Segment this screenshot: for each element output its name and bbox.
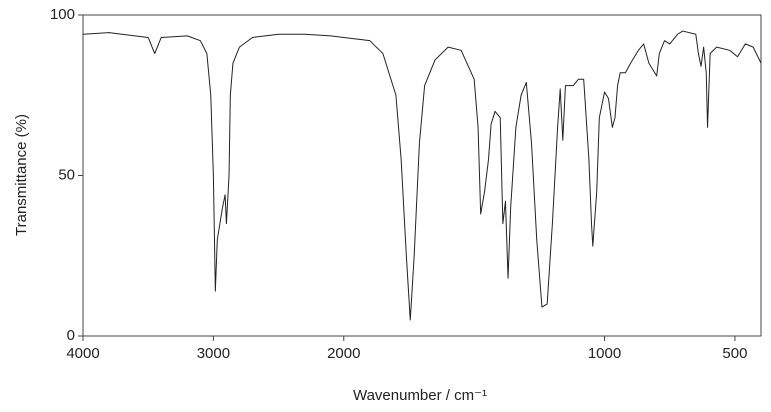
x-tick-label: 1000 (588, 345, 621, 362)
y-axis-label: Transmittance (%) (13, 114, 30, 236)
y-tick-label: 0 (67, 327, 75, 344)
plot-frame (82, 14, 762, 337)
y-tick-label: 100 (50, 6, 75, 23)
x-tick-label: 4000 (66, 345, 99, 362)
spectrum-line (82, 30, 762, 321)
y-tick-label: 50 (58, 166, 75, 183)
x-axis-label: Wavenumber / cm⁻¹ (353, 387, 487, 404)
x-tick-label: 500 (722, 345, 747, 362)
x-tick-label: 2000 (327, 345, 360, 362)
x-tick-label: 3000 (197, 345, 230, 362)
